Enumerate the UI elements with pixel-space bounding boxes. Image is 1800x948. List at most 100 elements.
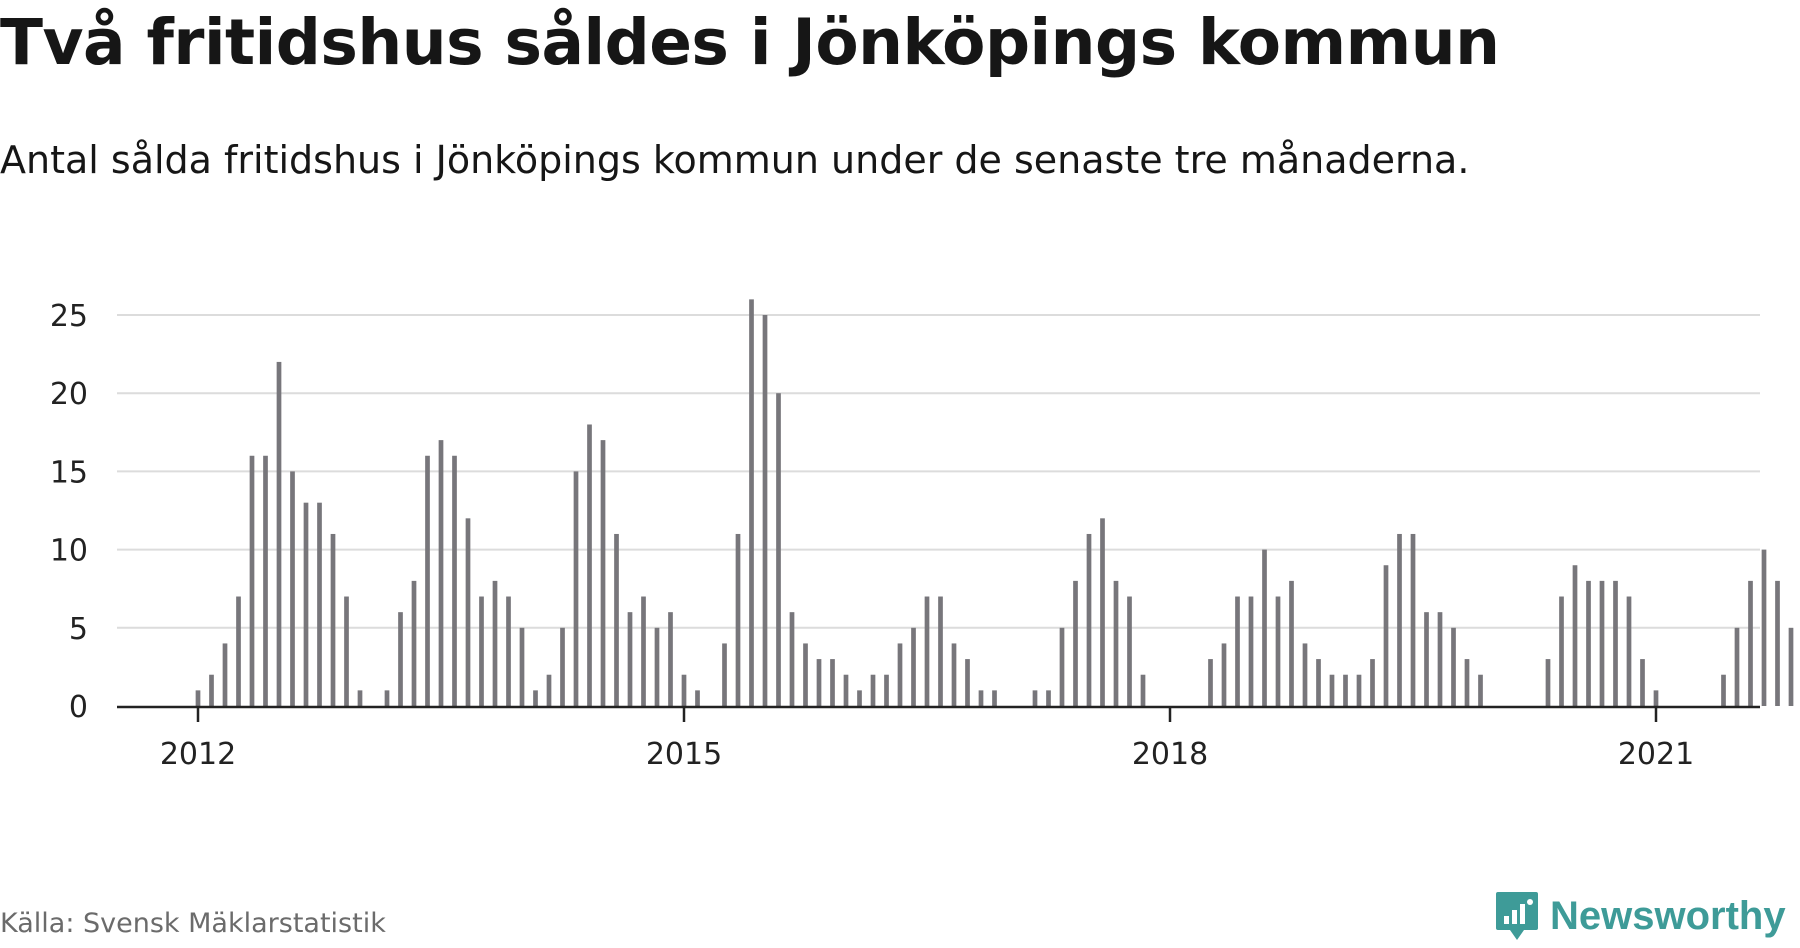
bar <box>1086 533 1092 706</box>
bar <box>924 596 930 706</box>
bar <box>735 533 741 706</box>
bar <box>803 643 808 706</box>
bar <box>452 455 457 706</box>
bar <box>276 361 282 706</box>
bar <box>1262 549 1267 706</box>
bar <box>1586 580 1591 706</box>
bar <box>1046 690 1051 706</box>
bar <box>1640 659 1645 706</box>
bar <box>641 596 646 706</box>
bar <box>654 627 660 706</box>
bar <box>978 690 984 706</box>
bar <box>681 674 687 706</box>
bar <box>897 643 903 706</box>
x-tick-label: 2012 <box>160 737 236 772</box>
bar <box>1775 580 1780 706</box>
y-axis-ticks: 0 5 10 15 20 25 <box>50 299 88 725</box>
bar <box>1059 627 1065 706</box>
y-tick-label: 10 <box>50 534 88 569</box>
source-note: Källa: Svensk Mäklarstatistik <box>0 908 386 939</box>
bar <box>1451 627 1456 706</box>
bar <box>1748 580 1753 706</box>
bar <box>465 518 471 706</box>
bar <box>884 674 889 706</box>
bar <box>263 455 268 706</box>
bar <box>938 596 943 706</box>
y-tick-label: 20 <box>50 377 88 412</box>
bar <box>951 643 957 706</box>
newsworthy-logo[interactable]: Newsworthy <box>1494 890 1786 942</box>
bar <box>1734 627 1740 706</box>
bar <box>303 502 309 706</box>
bar <box>1545 659 1551 706</box>
bar <box>870 674 876 706</box>
bar <box>1140 674 1146 706</box>
bar <box>1464 659 1470 706</box>
bar <box>1302 643 1308 706</box>
bar <box>722 643 727 706</box>
bar <box>1248 596 1254 706</box>
bar <box>1613 580 1618 706</box>
bar <box>1235 596 1240 706</box>
bar <box>614 533 619 706</box>
bar <box>789 612 795 706</box>
bar <box>1788 627 1794 706</box>
bar <box>965 659 970 706</box>
bar <box>1329 674 1335 706</box>
bar <box>1073 580 1078 706</box>
bar <box>695 690 700 706</box>
y-tick-label: 5 <box>69 612 88 647</box>
bar <box>317 502 322 706</box>
bar <box>1478 674 1483 706</box>
bar <box>1032 690 1038 706</box>
bar <box>344 596 349 706</box>
bar <box>195 690 201 706</box>
y-tick-label: 0 <box>69 690 88 725</box>
bar <box>1761 549 1767 706</box>
bar <box>1424 612 1429 706</box>
x-tick-label: 2015 <box>646 737 722 772</box>
bar <box>1437 612 1443 706</box>
bar <box>816 659 822 706</box>
bar <box>411 580 417 706</box>
bar <box>425 455 430 706</box>
x-tick-label: 2021 <box>1618 737 1694 772</box>
bar <box>1653 690 1659 706</box>
bar <box>1626 596 1632 706</box>
bar <box>1289 580 1294 706</box>
bar <box>776 393 781 706</box>
bar <box>533 690 538 706</box>
bar <box>749 299 754 706</box>
bar <box>1343 674 1348 706</box>
bars <box>195 299 1794 706</box>
bar <box>1397 533 1402 706</box>
bar <box>398 612 403 706</box>
y-tick-label: 25 <box>50 299 88 334</box>
bar <box>573 471 579 706</box>
bar <box>1208 659 1213 706</box>
bar <box>1559 596 1564 706</box>
bar <box>830 659 835 706</box>
bar <box>1383 565 1389 706</box>
y-tick-label: 15 <box>50 455 88 490</box>
bar <box>1113 580 1119 706</box>
bar <box>1316 659 1321 706</box>
bar <box>600 440 606 706</box>
bar <box>560 627 565 706</box>
x-axis: 20122015201820212023 <box>117 705 1760 772</box>
bar <box>992 690 997 706</box>
bar <box>857 690 862 706</box>
bar <box>384 690 390 706</box>
bar <box>1275 596 1281 706</box>
newsworthy-logo-icon <box>1496 892 1538 940</box>
x-tick-label: 2018 <box>1132 737 1208 772</box>
bar <box>1127 596 1132 706</box>
bar <box>357 690 363 706</box>
bar <box>546 674 552 706</box>
bar <box>290 471 295 706</box>
bar <box>762 315 768 706</box>
chart-subtitle: Antal sålda fritidshus i Jönköpings komm… <box>0 138 1470 182</box>
bar <box>506 596 511 706</box>
bar <box>668 612 673 706</box>
